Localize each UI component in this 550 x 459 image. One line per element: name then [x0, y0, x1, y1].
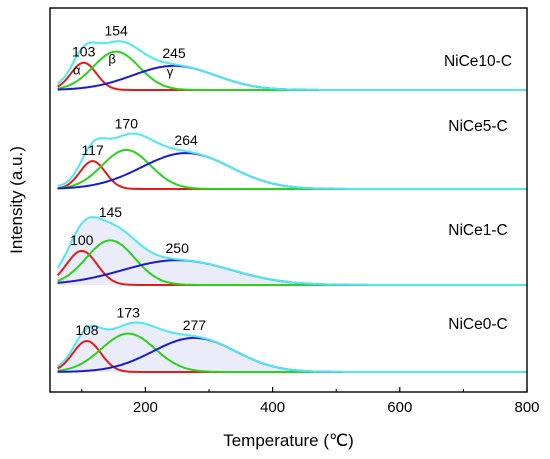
plot-frame: [49, 7, 528, 393]
peak-value-label: 264: [174, 132, 198, 148]
x-axis-label: Temperature (℃): [223, 431, 354, 450]
peak-value-label: 170: [115, 116, 139, 132]
panel-nice1-c: NiCe1-C 100 145 250: [56, 204, 527, 286]
sum-curve: [57, 132, 527, 190]
envelope-fill: [57, 217, 527, 285]
sum-curve: [57, 40, 527, 91]
peak-value-label: 245: [162, 45, 186, 61]
peak-value-label: 108: [75, 322, 99, 338]
peak-value-label: 103: [72, 44, 96, 60]
panel-nice5-c: NiCe5-C 117 170 264: [57, 116, 527, 190]
peak-value-label: 100: [70, 232, 94, 248]
peak-greek-label: γ: [167, 64, 174, 79]
envelope-fill: [57, 322, 527, 372]
sum-curve: [57, 321, 527, 373]
panel-nice0-c: NiCe0-C 108 173 277: [57, 305, 527, 373]
envelope-fill: [58, 134, 527, 189]
peak-value-label: 145: [99, 204, 123, 220]
y-axis-label: Intensity (a.u.): [7, 146, 26, 254]
panel-label: NiCe0-C: [448, 316, 507, 333]
x-tick-label: 600: [387, 399, 412, 416]
peak-value-label: 173: [117, 305, 141, 321]
sum-curve: [56, 216, 527, 286]
x-tick-label: 400: [260, 399, 285, 416]
peak-value-label: 117: [81, 142, 104, 158]
peak-greek-label: β: [108, 52, 115, 67]
peak-value-label: 154: [104, 22, 128, 38]
peak-greek-label: α: [73, 63, 81, 78]
panel-label: NiCe5-C: [448, 118, 507, 135]
peak-value-label: 277: [183, 317, 207, 333]
panel-nice10-c: NiCe10-C 103 α 154 β 245 γ: [57, 22, 527, 91]
panel-label: NiCe1-C: [448, 222, 507, 239]
peak-value-label: 250: [166, 240, 190, 256]
panel-label: NiCe10-C: [444, 53, 512, 70]
x-tick-label: 200: [133, 399, 158, 416]
x-tick-label: 800: [514, 399, 539, 416]
